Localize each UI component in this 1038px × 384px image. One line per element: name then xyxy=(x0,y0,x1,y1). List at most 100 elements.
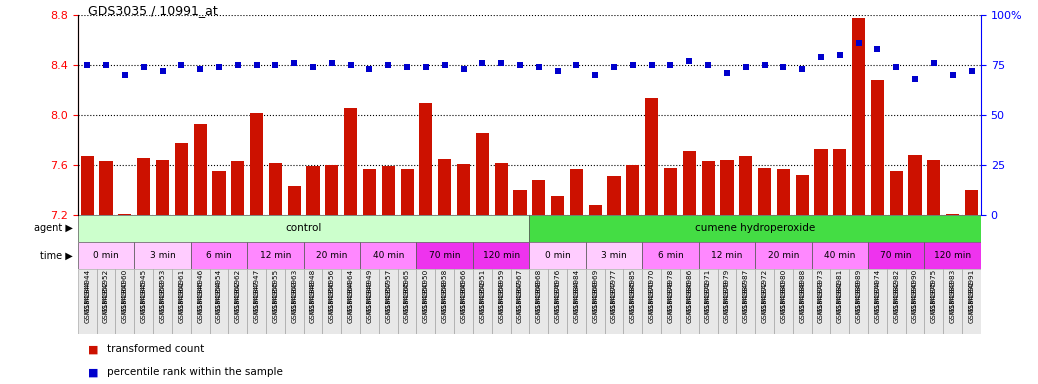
Text: GSM184961: GSM184961 xyxy=(179,280,185,323)
Text: 120 min: 120 min xyxy=(483,251,520,260)
Bar xyxy=(774,269,793,334)
Point xyxy=(530,64,547,70)
Text: GSM184944: GSM184944 xyxy=(84,269,90,313)
Bar xyxy=(868,242,925,269)
Point xyxy=(700,62,716,68)
Bar xyxy=(382,166,394,215)
Point xyxy=(456,66,472,72)
Text: GSM184988: GSM184988 xyxy=(799,280,805,323)
Bar xyxy=(946,214,959,215)
Text: GSM184982: GSM184982 xyxy=(894,280,899,323)
Bar xyxy=(115,269,134,334)
Bar xyxy=(626,165,639,215)
Text: GSM184985: GSM184985 xyxy=(630,269,636,313)
Text: GSM184989: GSM184989 xyxy=(855,280,862,323)
Text: GSM184962: GSM184962 xyxy=(235,269,241,313)
Text: cumene hydroperoxide: cumene hydroperoxide xyxy=(695,223,815,233)
Bar xyxy=(492,269,511,334)
Point xyxy=(644,62,660,68)
Bar xyxy=(551,196,565,215)
Text: GSM184954: GSM184954 xyxy=(216,269,222,313)
Bar xyxy=(494,163,508,215)
Bar xyxy=(191,269,210,334)
Bar xyxy=(702,161,715,215)
Bar xyxy=(247,242,303,269)
Bar xyxy=(548,269,567,334)
Bar xyxy=(475,132,489,215)
Text: GSM184986: GSM184986 xyxy=(686,269,692,313)
Bar xyxy=(78,215,529,242)
Text: GSM184946: GSM184946 xyxy=(197,269,203,313)
Bar xyxy=(683,151,695,215)
Text: GSM184980: GSM184980 xyxy=(781,280,787,323)
Text: GSM184951: GSM184951 xyxy=(480,269,486,313)
Bar xyxy=(454,269,473,334)
Bar xyxy=(344,108,357,215)
Bar xyxy=(231,161,244,215)
Bar xyxy=(137,158,151,215)
Text: 70 min: 70 min xyxy=(429,251,461,260)
Text: 70 min: 70 min xyxy=(880,251,912,260)
Point xyxy=(813,54,829,60)
Point xyxy=(248,62,265,68)
Text: GSM184969: GSM184969 xyxy=(593,280,598,323)
Text: GDS3035 / 10991_at: GDS3035 / 10991_at xyxy=(88,4,218,17)
Bar xyxy=(852,18,866,215)
Bar xyxy=(944,269,962,334)
Text: GSM184952: GSM184952 xyxy=(103,269,109,313)
Text: GSM184973: GSM184973 xyxy=(818,269,824,313)
Text: 120 min: 120 min xyxy=(934,251,972,260)
Bar xyxy=(680,269,699,334)
Text: GSM184991: GSM184991 xyxy=(968,280,975,323)
Text: GSM184960: GSM184960 xyxy=(121,269,128,313)
Bar xyxy=(323,269,342,334)
Bar xyxy=(511,269,529,334)
Text: GSM184981: GSM184981 xyxy=(837,269,843,313)
Bar xyxy=(156,160,169,215)
Text: GSM184949: GSM184949 xyxy=(366,269,373,313)
Bar xyxy=(585,269,604,334)
Text: control: control xyxy=(285,223,322,233)
Point xyxy=(135,64,152,70)
Bar xyxy=(213,171,225,215)
Text: GSM184957: GSM184957 xyxy=(385,269,391,313)
Text: GSM184966: GSM184966 xyxy=(461,280,466,323)
Point xyxy=(343,62,359,68)
Text: GSM184984: GSM184984 xyxy=(573,280,579,323)
Point xyxy=(737,64,754,70)
Bar xyxy=(532,180,545,215)
Point xyxy=(606,64,623,70)
Bar xyxy=(303,242,360,269)
Text: GSM184964: GSM184964 xyxy=(348,280,354,323)
Text: GSM184946: GSM184946 xyxy=(197,280,203,323)
Text: GSM184971: GSM184971 xyxy=(705,280,711,323)
Text: GSM184961: GSM184961 xyxy=(179,269,185,313)
Text: 0 min: 0 min xyxy=(545,251,571,260)
Bar xyxy=(97,269,115,334)
Text: GSM184985: GSM184985 xyxy=(630,280,636,323)
Bar xyxy=(247,269,266,334)
Point xyxy=(155,68,171,74)
Point xyxy=(869,46,885,52)
Bar xyxy=(925,242,981,269)
Text: 12 min: 12 min xyxy=(711,251,742,260)
Text: GSM184990: GSM184990 xyxy=(912,280,918,323)
Bar xyxy=(172,269,191,334)
Bar xyxy=(815,149,827,215)
Bar xyxy=(720,160,734,215)
Text: GSM184950: GSM184950 xyxy=(422,269,429,313)
Bar xyxy=(776,169,790,215)
Bar xyxy=(661,269,680,334)
Text: GSM184979: GSM184979 xyxy=(723,280,730,323)
Bar xyxy=(890,171,903,215)
Point xyxy=(794,66,811,72)
Text: GSM184963: GSM184963 xyxy=(292,280,297,323)
Bar xyxy=(585,242,643,269)
Point xyxy=(285,60,302,66)
Text: GSM184950: GSM184950 xyxy=(422,280,429,323)
Text: GSM184959: GSM184959 xyxy=(498,280,504,323)
Text: transformed count: transformed count xyxy=(107,344,204,354)
Bar xyxy=(529,215,981,242)
Bar xyxy=(514,190,526,215)
Point xyxy=(173,62,190,68)
